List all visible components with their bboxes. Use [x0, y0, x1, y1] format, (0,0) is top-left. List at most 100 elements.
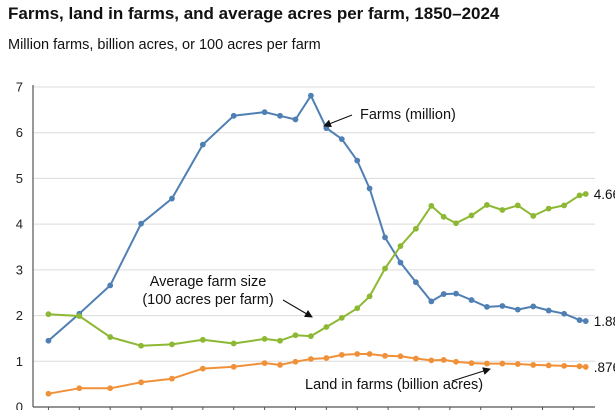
data-point-farms [484, 303, 490, 310]
data-point-avg [107, 334, 114, 340]
data-point-farms [530, 303, 537, 310]
data-point-farms [338, 136, 345, 143]
data-point-land [76, 385, 83, 392]
series-farms [45, 92, 589, 344]
data-point-land [261, 360, 268, 367]
data-point-farms [453, 290, 459, 297]
data-point-farms [576, 317, 583, 324]
data-point-farms [366, 185, 373, 192]
data-point-land [338, 351, 345, 358]
data-point-farms [354, 157, 361, 164]
series-layer [45, 92, 589, 397]
data-point-avg [484, 202, 490, 208]
data-point-farms [230, 112, 237, 119]
data-point-avg [582, 191, 589, 197]
data-point-land [107, 385, 114, 392]
data-point-land [561, 362, 568, 369]
data-point-land [453, 358, 459, 365]
end-label-avg: 4.66 [594, 187, 615, 202]
data-point-farms [545, 307, 552, 314]
y-tick-label: 6 [16, 125, 23, 140]
data-point-land [45, 390, 52, 397]
data-point-avg [413, 225, 419, 232]
y-tick-label: 2 [16, 308, 23, 323]
avg-size-series-label-line: Average farm size [150, 274, 267, 290]
series-land [45, 351, 589, 397]
data-point-farms [308, 92, 314, 99]
chart-subtitle: Million farms, billion acres, or 100 acr… [8, 37, 321, 53]
data-point-avg [561, 202, 568, 209]
data-point-land [468, 360, 475, 367]
data-point-farms [397, 259, 404, 266]
data-point-avg [308, 333, 314, 340]
data-point-farms [138, 220, 144, 227]
data-point-farms [499, 303, 506, 309]
data-point-avg [440, 213, 447, 220]
avg-size-series-label-line: (100 acres per farm) [142, 292, 273, 308]
data-point-avg [397, 243, 404, 249]
data-point-land [499, 360, 506, 367]
data-point-avg [382, 265, 388, 272]
data-point-farms [199, 141, 206, 148]
data-point-avg [230, 340, 237, 347]
data-point-land [292, 358, 299, 365]
data-point-farms [514, 306, 521, 313]
data-point-land [576, 363, 583, 370]
data-point-land [484, 360, 490, 367]
grid-lines [33, 86, 595, 362]
data-point-land [440, 357, 447, 363]
chart-title: Farms, land in farms, and average acres … [8, 4, 500, 23]
y-tick-label: 7 [16, 80, 23, 95]
data-point-farms [561, 310, 568, 317]
end-label-land: .876 [594, 360, 615, 375]
y-tick-label: 4 [16, 217, 23, 232]
data-point-avg [499, 207, 506, 213]
data-point-avg [514, 202, 521, 209]
data-point-farms [468, 297, 475, 303]
y-tick-label: 5 [16, 171, 23, 186]
data-point-avg [576, 192, 583, 199]
data-point-land [582, 364, 589, 370]
data-point-land [514, 361, 521, 367]
data-point-land [308, 356, 314, 362]
data-point-farms [413, 279, 419, 286]
data-point-avg [530, 213, 537, 219]
data-point-farms [277, 112, 283, 119]
data-point-farms [292, 116, 299, 123]
data-point-avg [323, 324, 330, 330]
data-point-land [366, 351, 373, 357]
data-point-avg [261, 335, 268, 342]
data-point-avg [453, 220, 459, 227]
data-point-avg [169, 341, 175, 348]
data-point-farms [45, 337, 52, 344]
data-point-land [382, 352, 388, 359]
data-point-avg [366, 293, 373, 300]
data-point-land [428, 357, 435, 364]
data-point-land [530, 362, 537, 368]
data-point-farms [107, 282, 114, 289]
end-label-farms: 1.88 [594, 314, 615, 329]
data-point-farms [169, 195, 175, 202]
data-point-land [169, 375, 175, 382]
data-point-land [397, 353, 404, 360]
data-point-farms [582, 318, 589, 324]
farms-series-label: Farms (million) [360, 107, 456, 123]
data-point-avg [338, 314, 345, 321]
data-point-farms [440, 291, 447, 297]
data-point-land [230, 363, 237, 370]
land-series-label: Land in farms (billion acres) [305, 377, 483, 393]
data-point-avg [545, 205, 552, 212]
data-point-avg [277, 337, 283, 344]
series-avg [45, 191, 589, 349]
y-tick-label: 1 [16, 354, 23, 369]
data-point-avg [45, 311, 52, 318]
data-point-farms [428, 298, 435, 305]
land-arrow [451, 367, 491, 382]
data-point-avg [199, 336, 206, 343]
data-point-farms [382, 234, 388, 241]
avg-size-arrow [282, 299, 313, 318]
data-point-avg [354, 305, 361, 312]
data-point-land [277, 362, 283, 368]
data-point-land [199, 365, 206, 372]
